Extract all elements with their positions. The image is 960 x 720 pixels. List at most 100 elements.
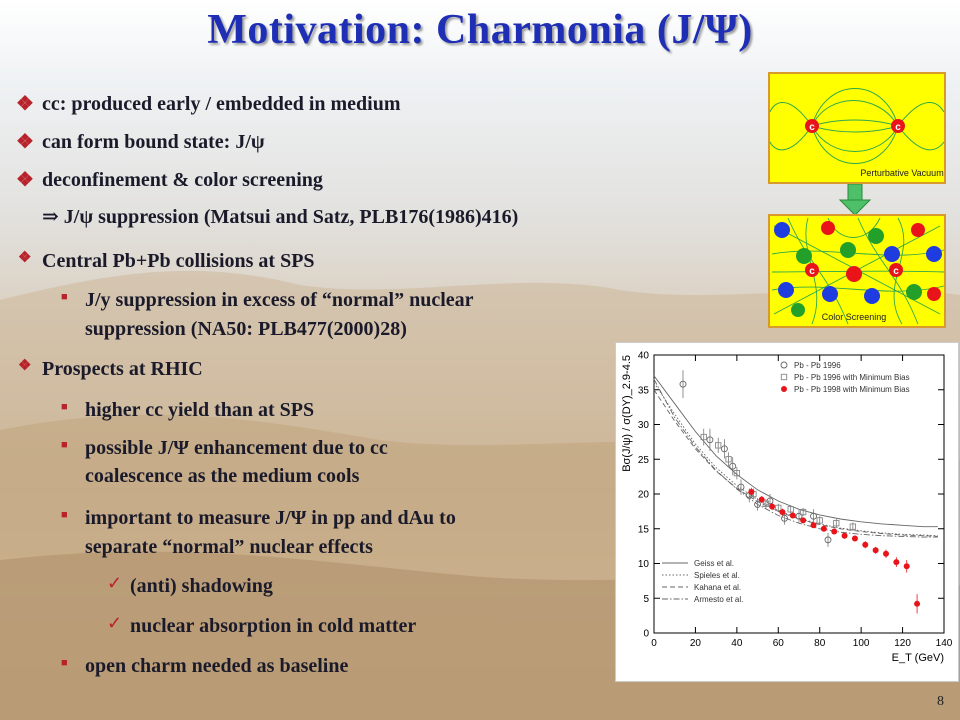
bullet-text: cc: produced early / embedded in medium: [42, 93, 401, 115]
x-tick-label: 40: [731, 638, 743, 649]
data-point-pb1996-minbias: [816, 517, 823, 524]
data-point-pb1998-minbias: [851, 535, 858, 542]
model-curve: [653, 375, 938, 528]
diamond-bullet-icon: ❖: [16, 131, 34, 153]
data-point-pb1996-minbias: [762, 500, 770, 507]
y-tick-label: 30: [638, 420, 650, 431]
data-point-pb1998-minbias: [800, 517, 807, 524]
data-point-pb1996: [810, 512, 817, 520]
bullet-text: Central Pb+Pb collisions at SPS: [42, 250, 315, 272]
data-point-pb1996: [737, 483, 745, 491]
x-tick-label: 0: [651, 638, 657, 649]
data-point-pb1996-minbias: [715, 442, 722, 449]
color-screening-diagram: c c Color Screening: [768, 214, 946, 328]
data-point-pb1996: [720, 445, 728, 453]
sub-bullet-text: open charm needed as baseline: [85, 655, 349, 677]
x-tick-label: 80: [814, 638, 826, 649]
x-tick-label: 120: [894, 638, 911, 649]
legend-marker: [781, 386, 787, 392]
check-icon: ✓: [107, 613, 123, 633]
sub-bullet-text: possible J/Ψ enhancement due to cc: [85, 437, 388, 459]
data-point-pb1998-minbias: [810, 522, 817, 529]
perturbative-vacuum-diagram: c c Perturbative Vacuum: [768, 72, 946, 184]
y-tick-label: 5: [643, 594, 649, 605]
data-point-pb1998-minbias: [883, 550, 889, 557]
sub-bullet-text: higher cc yield than at SPS: [85, 399, 315, 421]
data-point-pb1998-minbias: [903, 563, 910, 570]
square-bullet-icon: ■: [61, 291, 68, 303]
data-point-pb1996: [781, 514, 788, 522]
quark-label: c: [809, 122, 815, 133]
sub-bullet-text-continued: separate “normal” nuclear effects: [85, 536, 373, 558]
legend-label: Pb - Pb 1996: [794, 361, 841, 370]
data-point-pb1996: [679, 380, 687, 388]
x-tick-label: 140: [936, 638, 953, 649]
data-point-pb1998-minbias: [831, 528, 838, 535]
x-tick-label: 60: [773, 638, 785, 649]
data-point-pb1996-minbias: [725, 456, 732, 463]
bullet-text: Prospects at RHIC: [42, 358, 203, 380]
data-point-pb1998-minbias: [769, 503, 776, 510]
legend-marker: [780, 373, 788, 381]
sub-bullet-text-continued: suppression (NA50: PLB477(2000)28): [85, 318, 407, 340]
data-point-pb1996: [754, 500, 762, 508]
data-point-pb1998-minbias: [748, 488, 755, 495]
diamond-bullet-icon: ❖: [16, 169, 34, 191]
y-tick-label: 15: [638, 524, 650, 535]
chart-canvas: 0 20 40 60 80 100 120 140 0 5 10 15 20 25 30 35 40 E_T (G…: [621, 351, 953, 665]
y-axis-label: Bσ(J/ψ) / σ(DY)_2.9-4.5: [621, 355, 633, 472]
data-point-pb1998-minbias: [841, 532, 848, 539]
data-point-pb1996: [729, 462, 737, 470]
jpsi-suppression-chart: 0 20 40 60 80 100 120 140 0 5 10 15 20 25 30 35 40 E_T (G…: [615, 342, 959, 682]
y-tick-label: 20: [638, 490, 650, 501]
sub-bullet-text-continued: coalescence as the medium cools: [85, 465, 360, 487]
data-point-pb1998-minbias: [862, 541, 869, 548]
legend-label: Armesto et al.: [694, 595, 743, 604]
square-bullet-icon: ■: [61, 509, 68, 521]
x-tick-label: 100: [853, 638, 870, 649]
data-point-pb1996-minbias: [775, 504, 782, 512]
data-point-pb1998-minbias: [758, 496, 765, 503]
data-point-pb1998-minbias: [820, 525, 827, 532]
sub-bullet-text: J/y suppression in excess of “normal” nu…: [85, 289, 474, 311]
data-point-pb1996: [706, 436, 714, 444]
bullet-text: deconfinement & color screening: [42, 169, 323, 191]
x-axis-label: E_T (GeV): [892, 652, 944, 664]
square-bullet-icon: ■: [61, 401, 68, 413]
diamond-bullet-icon: ❖: [18, 250, 32, 266]
y-tick-label: 40: [638, 351, 650, 362]
model-curve: [653, 389, 938, 537]
color-screening-label: Color Screening: [822, 312, 887, 322]
diamond-bullet-icon: ❖: [18, 358, 32, 374]
quark-label: c: [809, 266, 815, 277]
data-point-pb1998-minbias: [789, 512, 796, 519]
data-point-pb1996-minbias: [787, 506, 794, 513]
antiquark-label: c: [893, 266, 899, 277]
bullet-text: can form bound state: J/ψ: [42, 131, 265, 153]
data-point-pb1996-minbias: [799, 508, 807, 516]
sub-sub-bullet-text: (anti) shadowing: [130, 575, 273, 597]
square-bullet-icon: ■: [61, 439, 68, 451]
data-point-pb1998-minbias: [893, 559, 900, 566]
slide-number: 8: [937, 694, 944, 709]
x-tick-label: 20: [690, 638, 702, 649]
data-point-pb1998-minbias: [914, 600, 921, 607]
data-point-pb1996: [795, 512, 803, 520]
antiquark-label: c: [895, 122, 901, 133]
data-point-pb1996-minbias: [849, 523, 857, 530]
sub-sub-bullet-text: nuclear absorption in cold matter: [130, 615, 417, 637]
data-point-pb1996-minbias: [700, 433, 707, 441]
down-arrow-icon: [838, 184, 872, 216]
slide-title: Motivation: Charmonia (J/Ψ): [207, 7, 753, 53]
square-bullet-icon: ■: [61, 657, 68, 669]
y-tick-label: 10: [638, 559, 650, 570]
data-point-pb1996: [824, 536, 832, 544]
data-point-pb1996-minbias: [733, 469, 741, 477]
data-point-pb1998-minbias: [779, 509, 786, 516]
data-point-pb1996-minbias: [833, 520, 840, 527]
sub-bullet-text: important to measure J/Ψ in pp and dAu t…: [85, 507, 456, 529]
y-tick-label: 35: [638, 385, 650, 396]
model-curve: [653, 382, 938, 537]
y-tick-label: 25: [638, 455, 650, 466]
legend-label: Kahana et al.: [694, 583, 741, 592]
